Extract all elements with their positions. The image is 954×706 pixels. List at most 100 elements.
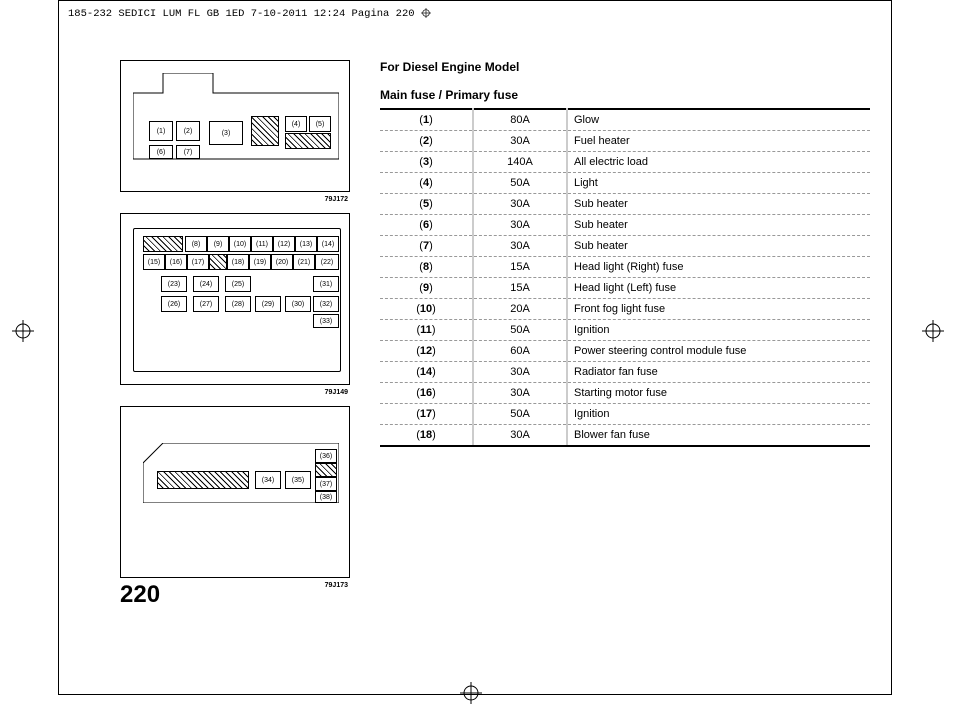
fuse-amp: 80A bbox=[473, 109, 567, 131]
table-row: (17)50AIgnition bbox=[380, 404, 870, 425]
fuse-desc: Power steering control module fuse bbox=[567, 341, 870, 362]
fuse-number: (8) bbox=[380, 257, 473, 278]
diagram-2-label: 79J149 bbox=[120, 389, 350, 396]
fuse-desc: Glow bbox=[567, 109, 870, 131]
fuse-desc: Blower fan fuse bbox=[567, 425, 870, 447]
fuse-number: (6) bbox=[380, 215, 473, 236]
fuse-cell: (12) bbox=[273, 236, 295, 252]
table-row: (16)30AStarting motor fuse bbox=[380, 383, 870, 404]
table-row: (8)15AHead light (Right) fuse bbox=[380, 257, 870, 278]
fuse-amp: 50A bbox=[473, 320, 567, 341]
fuse-cell: (20) bbox=[271, 254, 293, 270]
fuse-number: (16) bbox=[380, 383, 473, 404]
fuse-amp: 30A bbox=[473, 215, 567, 236]
fuse-cell: (22) bbox=[315, 254, 339, 270]
fuse-cell: (27) bbox=[193, 296, 219, 312]
fuse-desc: Sub heater bbox=[567, 215, 870, 236]
table-row: (9)15AHead light (Left) fuse bbox=[380, 278, 870, 299]
table-row: (18)30ABlower fan fuse bbox=[380, 425, 870, 447]
page-number: 220 bbox=[120, 581, 160, 609]
fuse-cell-hatched bbox=[157, 471, 249, 489]
table-row: (14)30ARadiator fan fuse bbox=[380, 362, 870, 383]
fuse-cell-hatched bbox=[143, 236, 183, 252]
fuse-cell: (32) bbox=[313, 296, 339, 312]
cropmark-right bbox=[922, 320, 944, 342]
fuse-cell: (24) bbox=[193, 276, 219, 292]
fuse-cell: (3) bbox=[209, 121, 243, 145]
fuse-amp: 15A bbox=[473, 257, 567, 278]
fuse-desc: Ignition bbox=[567, 404, 870, 425]
fuse-cell: (13) bbox=[295, 236, 317, 252]
fuse-desc: Starting motor fuse bbox=[567, 383, 870, 404]
table-row: (10)20AFront fog light fuse bbox=[380, 299, 870, 320]
fuse-number: (1) bbox=[380, 109, 473, 131]
fuse-cell: (21) bbox=[293, 254, 315, 270]
fuse-cell: (31) bbox=[313, 276, 339, 292]
fuse-amp: 30A bbox=[473, 362, 567, 383]
fuse-cell: (16) bbox=[165, 254, 187, 270]
crop-icon bbox=[421, 8, 431, 18]
fuse-cell: (2) bbox=[176, 121, 200, 141]
fuse-cell: (6) bbox=[149, 145, 173, 159]
fuse-cell: (19) bbox=[249, 254, 271, 270]
fuse-number: (17) bbox=[380, 404, 473, 425]
fuse-amp: 50A bbox=[473, 173, 567, 194]
fuse-desc: Light bbox=[567, 173, 870, 194]
fuse-amp: 50A bbox=[473, 404, 567, 425]
fuse-number: (5) bbox=[380, 194, 473, 215]
fuse-number: (4) bbox=[380, 173, 473, 194]
fuse-amp: 30A bbox=[473, 383, 567, 404]
fuse-desc: Fuel heater bbox=[567, 131, 870, 152]
fuse-desc: Head light (Left) fuse bbox=[567, 278, 870, 299]
content-area: (1) (2) (3) (4) (5) (6) (7) 79J172 (8) (… bbox=[120, 60, 860, 650]
fuse-number: (9) bbox=[380, 278, 473, 299]
fuse-desc: Radiator fan fuse bbox=[567, 362, 870, 383]
fuse-cell: (29) bbox=[255, 296, 281, 312]
fuse-cell: (36) bbox=[315, 449, 337, 463]
fuse-amp: 30A bbox=[473, 425, 567, 447]
fuse-cell: (11) bbox=[251, 236, 273, 252]
fuse-amp: 15A bbox=[473, 278, 567, 299]
subsection-title: Main fuse / Primary fuse bbox=[380, 88, 870, 102]
fuse-cell: (5) bbox=[309, 116, 331, 132]
fuse-amp: 30A bbox=[473, 194, 567, 215]
fuse-amp: 140A bbox=[473, 152, 567, 173]
text-column: For Diesel Engine Model Main fuse / Prim… bbox=[380, 60, 870, 447]
header-line-text: 185-232 SEDICI LUM FL GB 1ED 7-10-2011 1… bbox=[68, 8, 415, 20]
fuse-number: (14) bbox=[380, 362, 473, 383]
fuse-desc: Sub heater bbox=[567, 194, 870, 215]
fuse-desc: Ignition bbox=[567, 320, 870, 341]
diagram-1: (1) (2) (3) (4) (5) (6) (7) bbox=[120, 60, 350, 192]
fuse-table: (1)80AGlow(2)30AFuel heater(3)140AAll el… bbox=[380, 108, 870, 447]
fuse-cell: (8) bbox=[185, 236, 207, 252]
cropmark-bottom bbox=[460, 682, 482, 704]
fuse-number: (10) bbox=[380, 299, 473, 320]
fuse-cell-hatched bbox=[251, 116, 279, 146]
fuse-number: (18) bbox=[380, 425, 473, 447]
table-row: (4)50ALight bbox=[380, 173, 870, 194]
fuse-number: (12) bbox=[380, 341, 473, 362]
header-text: 185-232 SEDICI LUM FL GB 1ED 7-10-2011 1… bbox=[68, 8, 431, 20]
fuse-cell: (10) bbox=[229, 236, 251, 252]
fuse-desc: Sub heater bbox=[567, 236, 870, 257]
table-row: (12)60APower steering control module fus… bbox=[380, 341, 870, 362]
fuse-desc: All electric load bbox=[567, 152, 870, 173]
table-row: (3)140AAll electric load bbox=[380, 152, 870, 173]
section-title: For Diesel Engine Model bbox=[380, 60, 870, 74]
fuse-cell-hatched bbox=[315, 463, 337, 477]
fuse-cell: (38) bbox=[315, 491, 337, 503]
fuse-amp: 30A bbox=[473, 131, 567, 152]
fuse-cell-hatched bbox=[209, 254, 227, 270]
fuse-cell: (25) bbox=[225, 276, 251, 292]
cropmark-left bbox=[12, 320, 34, 342]
fuse-number: (11) bbox=[380, 320, 473, 341]
fuse-cell: (14) bbox=[317, 236, 339, 252]
fuse-number: (2) bbox=[380, 131, 473, 152]
fuse-cell: (1) bbox=[149, 121, 173, 141]
fuse-desc: Head light (Right) fuse bbox=[567, 257, 870, 278]
fuse-cell: (23) bbox=[161, 276, 187, 292]
fuse-cell: (18) bbox=[227, 254, 249, 270]
fuse-cell: (4) bbox=[285, 116, 307, 132]
diagrams-column: (1) (2) (3) (4) (5) (6) (7) 79J172 (8) (… bbox=[120, 60, 350, 599]
diagram-3: (34) (35) (36) (37) (38) bbox=[120, 406, 350, 578]
